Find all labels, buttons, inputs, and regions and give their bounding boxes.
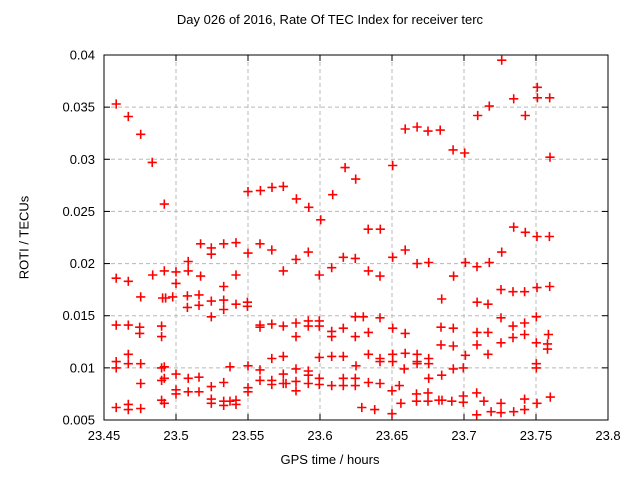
y-axis-label: ROTI / TECUs	[16, 195, 32, 280]
x-tick-label: 23.75	[520, 428, 553, 443]
y-tick-label: 0.005	[62, 413, 95, 428]
x-tick-label: 23.45	[88, 428, 121, 443]
y-tick-label: 0.035	[62, 100, 95, 115]
y-tick-label: 0.03	[70, 152, 95, 167]
x-tick-label: 23.7	[451, 428, 476, 443]
x-tick-label: 23.8	[595, 428, 620, 443]
x-tick-label: 23.55	[232, 428, 265, 443]
x-axis-label: GPS time / hours	[280, 452, 380, 467]
x-tick-label: 23.5	[163, 428, 188, 443]
y-tick-label: 0.02	[70, 256, 95, 271]
plot-frame	[103, 54, 609, 421]
y-tick-label: 0.01	[70, 360, 95, 375]
x-tick-label: 23.65	[376, 428, 409, 443]
data-point-markers	[111, 55, 555, 420]
chart-title: Day 026 of 2016, Rate Of TEC Index for r…	[176, 12, 484, 27]
x-tick-label: 23.6	[307, 428, 332, 443]
y-tick-label: 0.04	[70, 48, 95, 63]
y-tick-label: 0.025	[62, 204, 95, 219]
y-tick-label: 0.015	[62, 308, 95, 323]
